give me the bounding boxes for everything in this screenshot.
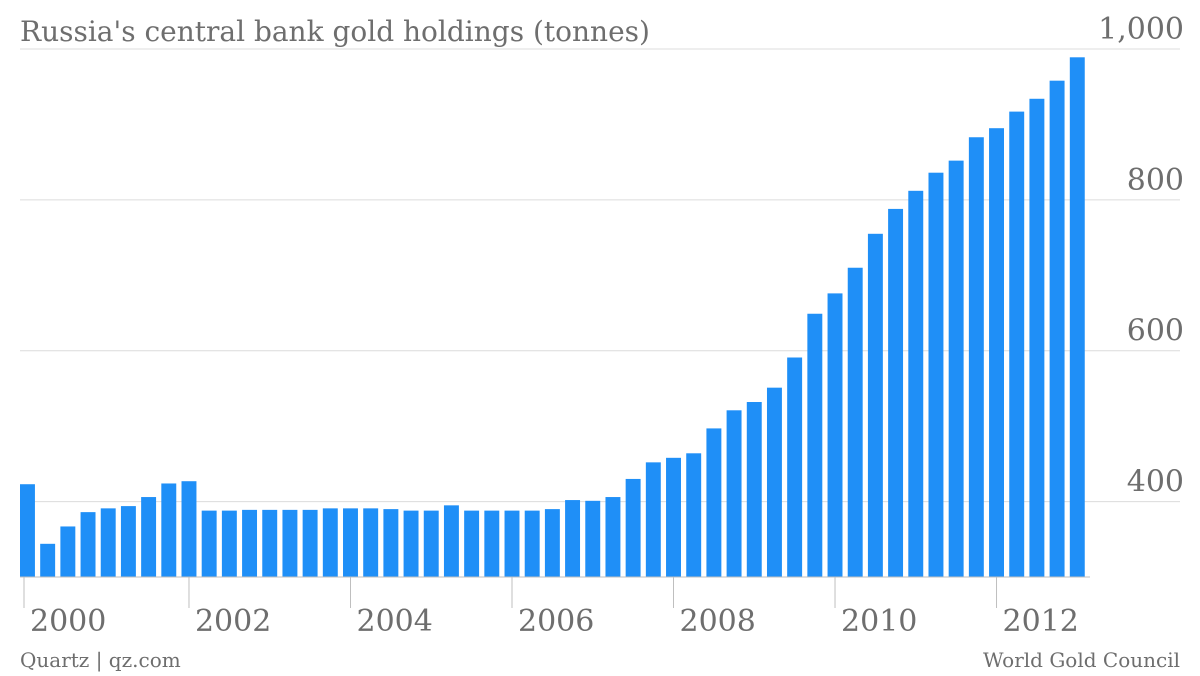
bar xyxy=(585,500,601,577)
bar xyxy=(504,510,520,577)
bar xyxy=(948,160,964,577)
bar xyxy=(625,478,641,577)
bars xyxy=(20,57,1085,578)
bar xyxy=(1049,80,1065,578)
bar xyxy=(60,526,76,577)
source-right: World Gold Council xyxy=(983,648,1180,672)
bar xyxy=(322,508,338,577)
x-tick-label: 2004 xyxy=(356,604,432,639)
bar xyxy=(443,505,459,577)
x-tick-label: 2008 xyxy=(680,604,756,639)
bar xyxy=(363,508,379,577)
x-tick-label: 2000 xyxy=(30,604,106,639)
bar xyxy=(888,208,904,577)
bar xyxy=(282,509,298,577)
bar xyxy=(120,506,136,577)
y-tick-label: 400 xyxy=(1127,465,1184,500)
x-tick-label: 2010 xyxy=(841,604,917,639)
bar xyxy=(181,481,197,577)
bar xyxy=(706,428,722,577)
bar xyxy=(484,510,500,577)
bar xyxy=(100,508,116,577)
gridlines xyxy=(20,48,1180,503)
y-tick-label: 1,000 xyxy=(1098,12,1184,47)
bar xyxy=(726,410,742,577)
x-ticks: 2000 2002 2004 2006 2008 2010 2012 xyxy=(23,577,1079,639)
bar xyxy=(1029,98,1045,577)
bar xyxy=(544,509,560,577)
bar xyxy=(989,128,1004,577)
bar xyxy=(928,172,944,577)
bar xyxy=(201,510,217,577)
bar xyxy=(746,402,762,577)
bar xyxy=(262,509,278,577)
bar xyxy=(40,543,56,577)
bar xyxy=(605,497,621,577)
bar xyxy=(565,500,581,577)
bar xyxy=(302,509,318,577)
bar xyxy=(968,137,984,577)
y-tick-label: 600 xyxy=(1127,314,1184,349)
bar xyxy=(161,483,177,577)
bar xyxy=(383,509,399,577)
bar xyxy=(867,233,883,578)
bar xyxy=(908,190,924,577)
bar xyxy=(464,510,480,577)
bar xyxy=(403,510,419,577)
x-tick-label: 2002 xyxy=(195,604,271,639)
bar xyxy=(221,510,237,577)
bar xyxy=(343,508,358,577)
y-tick-label: 800 xyxy=(1127,163,1184,198)
bar xyxy=(807,313,823,577)
bar xyxy=(666,457,681,577)
chart-title: Russia's central bank gold holdings (ton… xyxy=(20,15,650,48)
bar xyxy=(645,462,661,577)
x-tick-label: 2006 xyxy=(518,604,594,639)
source-left: Quartz | qz.com xyxy=(20,648,181,673)
bar xyxy=(686,453,702,577)
bar xyxy=(787,357,803,577)
bar xyxy=(524,510,540,577)
bar xyxy=(827,293,843,577)
bar xyxy=(242,509,258,577)
bar xyxy=(1069,57,1085,578)
bar xyxy=(423,510,439,577)
bar xyxy=(1009,111,1025,578)
bar xyxy=(20,484,35,577)
y-tick-labels: 400 600 800 1,000 xyxy=(1098,12,1184,500)
x-tick-label: 2012 xyxy=(1003,604,1079,639)
bar xyxy=(141,497,157,577)
bar xyxy=(766,387,782,577)
bar xyxy=(80,512,96,577)
bar xyxy=(847,267,863,577)
